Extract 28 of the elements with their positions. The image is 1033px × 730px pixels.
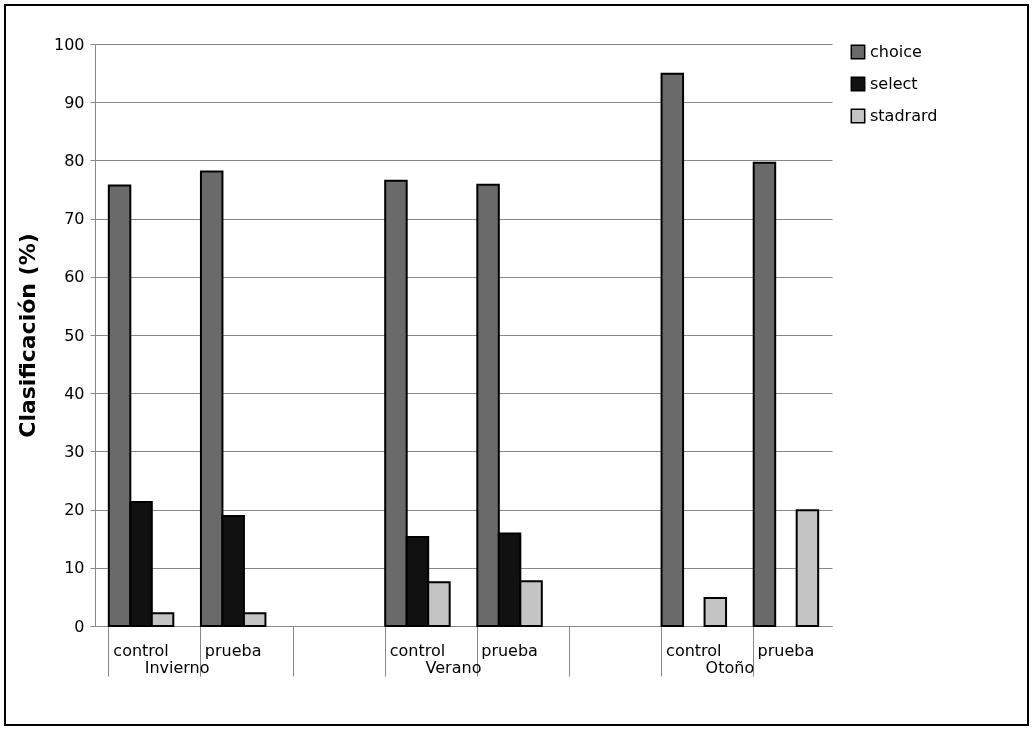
y-tick-label: 100 bbox=[53, 34, 85, 54]
y-tick-label: 70 bbox=[64, 209, 85, 229]
x-tick-label: control bbox=[666, 640, 722, 660]
x-tick-label: prueba bbox=[204, 640, 262, 660]
bar bbox=[795, 509, 820, 627]
text: Otoño bbox=[704, 658, 756, 677]
y-axis-title: Clasificación (%) bbox=[14, 233, 40, 438]
x-tick-label: prueba bbox=[757, 640, 815, 660]
bar bbox=[752, 161, 777, 627]
legend-label: select bbox=[870, 74, 918, 93]
x-tick-label: control bbox=[389, 640, 446, 660]
y-tick-label: 0 bbox=[74, 616, 85, 636]
y-tick-label: 80 bbox=[64, 150, 85, 170]
y-tick-label: 20 bbox=[64, 500, 85, 520]
legend-label: choice bbox=[870, 42, 922, 61]
bar bbox=[703, 597, 728, 627]
y-tick-label: 60 bbox=[64, 267, 85, 287]
y-tick-label: 50 bbox=[64, 325, 85, 345]
text: Verano bbox=[424, 658, 482, 677]
y-tick-label: 40 bbox=[64, 383, 85, 403]
y-tick-label: 10 bbox=[64, 558, 85, 578]
legend-label: stadrard bbox=[870, 106, 938, 125]
y-tick-label: 30 bbox=[64, 441, 85, 461]
x-tick-label: control bbox=[113, 640, 169, 660]
text: Invierno bbox=[143, 658, 210, 677]
bar bbox=[660, 72, 685, 627]
x-tick-label: prueba bbox=[481, 640, 538, 660]
y-tick-label: 90 bbox=[64, 92, 85, 112]
